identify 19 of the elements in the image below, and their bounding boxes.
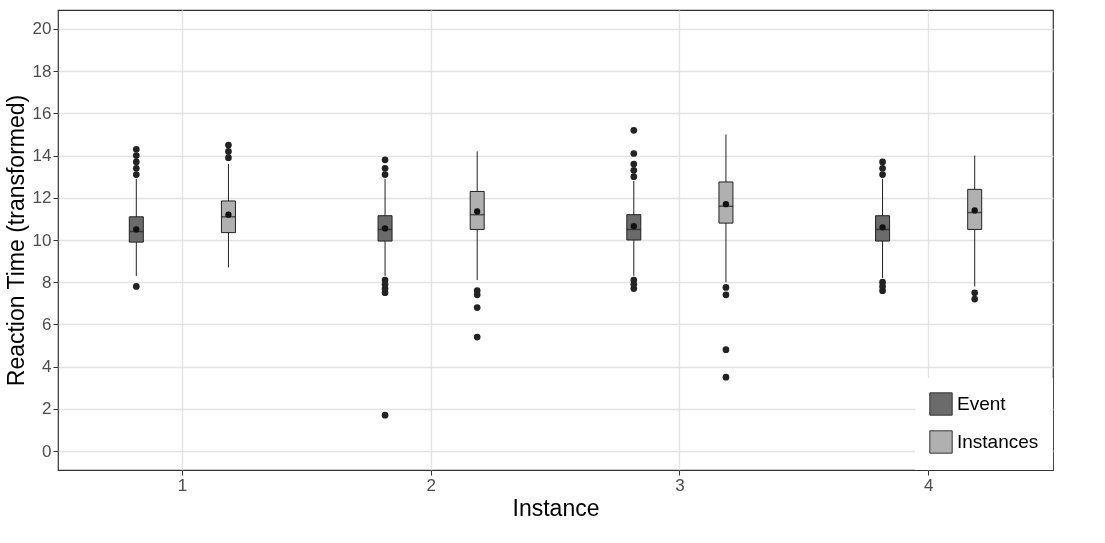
y-axis-title: Reaction Time (transformed) (2, 94, 29, 387)
x-tick-label: 2 (426, 475, 436, 495)
y-tick-label: 18 (32, 61, 52, 81)
y-tick-label: 12 (32, 188, 52, 208)
y-tick-label: 14 (32, 146, 52, 166)
x-tick-label: 3 (675, 475, 685, 495)
y-tick-label: 6 (42, 314, 52, 334)
y-tick-label: 16 (32, 103, 52, 123)
x-tick-label: 4 (923, 475, 934, 495)
legend-label: Event (957, 393, 1007, 414)
y-tick-label: 10 (32, 230, 52, 250)
y-tick-label: 4 (42, 357, 52, 377)
y-tick-label: 0 (42, 441, 52, 461)
y-tick-label: 8 (42, 272, 52, 292)
legend-label: Instances (957, 431, 1039, 452)
x-tick-label: 1 (177, 475, 188, 495)
y-tick-label: 20 (32, 19, 52, 39)
y-tick-label: 2 (42, 399, 52, 419)
x-axis-title: Instance (512, 494, 600, 521)
